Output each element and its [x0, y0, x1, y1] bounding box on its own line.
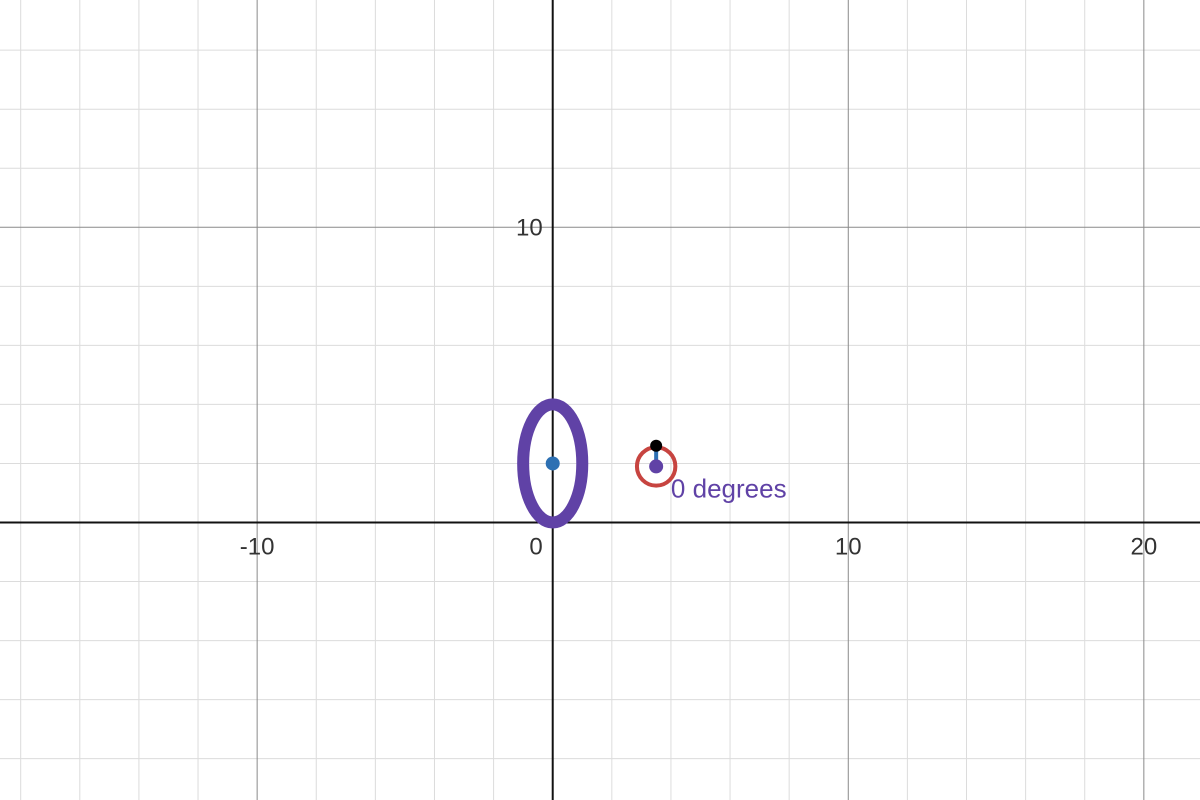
- circle-center-point[interactable]: [649, 459, 664, 474]
- x-tick-label: -10: [240, 534, 275, 561]
- x-tick-label: 0: [529, 534, 542, 561]
- tick-labels: -10 0 10 20 10: [240, 214, 1157, 560]
- plotted-shapes: [517, 398, 678, 529]
- pointer-tip-point[interactable]: [650, 439, 663, 452]
- x-tick-label: 10: [835, 534, 862, 561]
- ellipse-center-point[interactable]: [545, 456, 560, 471]
- y-tick-label: 10: [516, 214, 543, 241]
- angle-annotation: 0 degrees: [671, 473, 787, 503]
- ellipse-curve: [517, 398, 589, 529]
- x-tick-label: 20: [1130, 534, 1157, 561]
